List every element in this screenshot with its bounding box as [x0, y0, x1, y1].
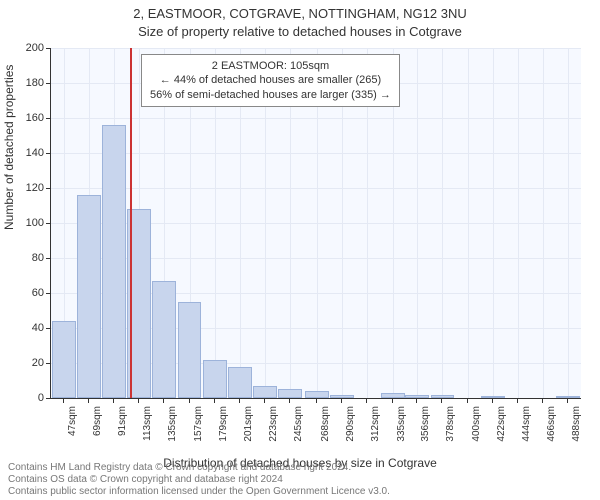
histogram-bar	[203, 360, 227, 399]
xtick-mark	[88, 398, 89, 403]
histogram-bar	[52, 321, 76, 398]
ytick-mark	[46, 188, 51, 189]
gridline-v	[468, 48, 469, 398]
xtick-mark	[392, 398, 393, 403]
xtick-label: 290sqm	[345, 406, 356, 442]
histogram-bar	[102, 125, 126, 398]
ytick-label: 20	[14, 357, 44, 369]
ytick-label: 40	[14, 322, 44, 334]
chart-title-line2: Size of property relative to detached ho…	[0, 24, 600, 39]
histogram-bar	[152, 281, 176, 398]
xtick-mark	[517, 398, 518, 403]
annotation-line2: ← 44% of detached houses are smaller (26…	[150, 73, 391, 87]
xtick-mark	[567, 398, 568, 403]
plot-area: 2 EASTMOOR: 105sqm← 44% of detached hous…	[50, 48, 581, 399]
annotation-line1: 2 EASTMOOR: 105sqm	[150, 59, 391, 73]
xtick-mark	[239, 398, 240, 403]
attribution-line3: Contains public sector information licen…	[8, 486, 390, 498]
ytick-mark	[46, 48, 51, 49]
xtick-mark	[441, 398, 442, 403]
ytick-mark	[46, 258, 51, 259]
xtick-label: 335sqm	[396, 406, 407, 442]
ytick-mark	[46, 293, 51, 294]
xtick-mark	[138, 398, 139, 403]
xtick-label: 444sqm	[521, 406, 532, 442]
ytick-mark	[46, 398, 51, 399]
xtick-mark	[289, 398, 290, 403]
xtick-label: 245sqm	[293, 406, 304, 442]
xtick-mark	[264, 398, 265, 403]
ytick-mark	[46, 153, 51, 154]
attribution-text: Contains HM Land Registry data © Crown c…	[8, 462, 390, 498]
gridline-v	[518, 48, 519, 398]
xtick-mark	[63, 398, 64, 403]
property-marker-line	[130, 48, 132, 398]
xtick-mark	[366, 398, 367, 403]
ytick-mark	[46, 83, 51, 84]
xtick-label: 201sqm	[243, 406, 254, 442]
xtick-mark	[467, 398, 468, 403]
ytick-mark	[46, 118, 51, 119]
ytick-mark	[46, 328, 51, 329]
xtick-label: 268sqm	[320, 406, 331, 442]
xtick-label: 69sqm	[92, 406, 103, 436]
chart-title-line1: 2, EASTMOOR, COTGRAVE, NOTTINGHAM, NG12 …	[0, 6, 600, 21]
histogram-bar	[253, 386, 277, 398]
ytick-mark	[46, 223, 51, 224]
ytick-label: 180	[14, 77, 44, 89]
ytick-label: 0	[14, 392, 44, 404]
xtick-mark	[113, 398, 114, 403]
attribution-line2: Contains OS data © Crown copyright and d…	[8, 474, 390, 486]
attribution-line1: Contains HM Land Registry data © Crown c…	[8, 462, 390, 474]
ytick-label: 200	[14, 42, 44, 54]
ytick-label: 100	[14, 217, 44, 229]
histogram-bar	[278, 389, 302, 398]
xtick-label: 466sqm	[546, 406, 557, 442]
xtick-label: 47sqm	[67, 406, 78, 436]
xtick-label: 223sqm	[268, 406, 279, 442]
ytick-label: 120	[14, 182, 44, 194]
gridline-v	[493, 48, 494, 398]
xtick-mark	[189, 398, 190, 403]
gridline-v	[442, 48, 443, 398]
xtick-mark	[214, 398, 215, 403]
histogram-bar	[405, 395, 429, 399]
xtick-label: 488sqm	[571, 406, 582, 442]
xtick-label: 135sqm	[167, 406, 178, 442]
xtick-label: 312sqm	[370, 406, 381, 442]
ytick-mark	[46, 363, 51, 364]
gridline-v	[417, 48, 418, 398]
xtick-label: 179sqm	[218, 406, 229, 442]
xtick-mark	[492, 398, 493, 403]
xtick-mark	[316, 398, 317, 403]
annotation-box: 2 EASTMOOR: 105sqm← 44% of detached hous…	[141, 54, 400, 107]
histogram-bar	[77, 195, 101, 398]
ytick-label: 160	[14, 112, 44, 124]
xtick-mark	[341, 398, 342, 403]
xtick-label: 422sqm	[496, 406, 507, 442]
xtick-label: 400sqm	[471, 406, 482, 442]
xtick-label: 378sqm	[445, 406, 456, 442]
chart-container: 2, EASTMOOR, COTGRAVE, NOTTINGHAM, NG12 …	[0, 0, 600, 500]
xtick-label: 356sqm	[420, 406, 431, 442]
histogram-bar	[305, 391, 329, 398]
xtick-mark	[416, 398, 417, 403]
histogram-bar	[178, 302, 202, 398]
histogram-bar	[481, 396, 505, 398]
xtick-label: 157sqm	[193, 406, 204, 442]
histogram-bar	[228, 367, 252, 399]
ytick-label: 60	[14, 287, 44, 299]
ytick-label: 80	[14, 252, 44, 264]
xtick-label: 113sqm	[142, 406, 153, 441]
xtick-mark	[542, 398, 543, 403]
ytick-label: 140	[14, 147, 44, 159]
gridline-v	[568, 48, 569, 398]
xtick-label: 91sqm	[117, 406, 128, 436]
gridline-v	[543, 48, 544, 398]
xtick-mark	[163, 398, 164, 403]
annotation-line3: 56% of semi-detached houses are larger (…	[150, 88, 391, 102]
